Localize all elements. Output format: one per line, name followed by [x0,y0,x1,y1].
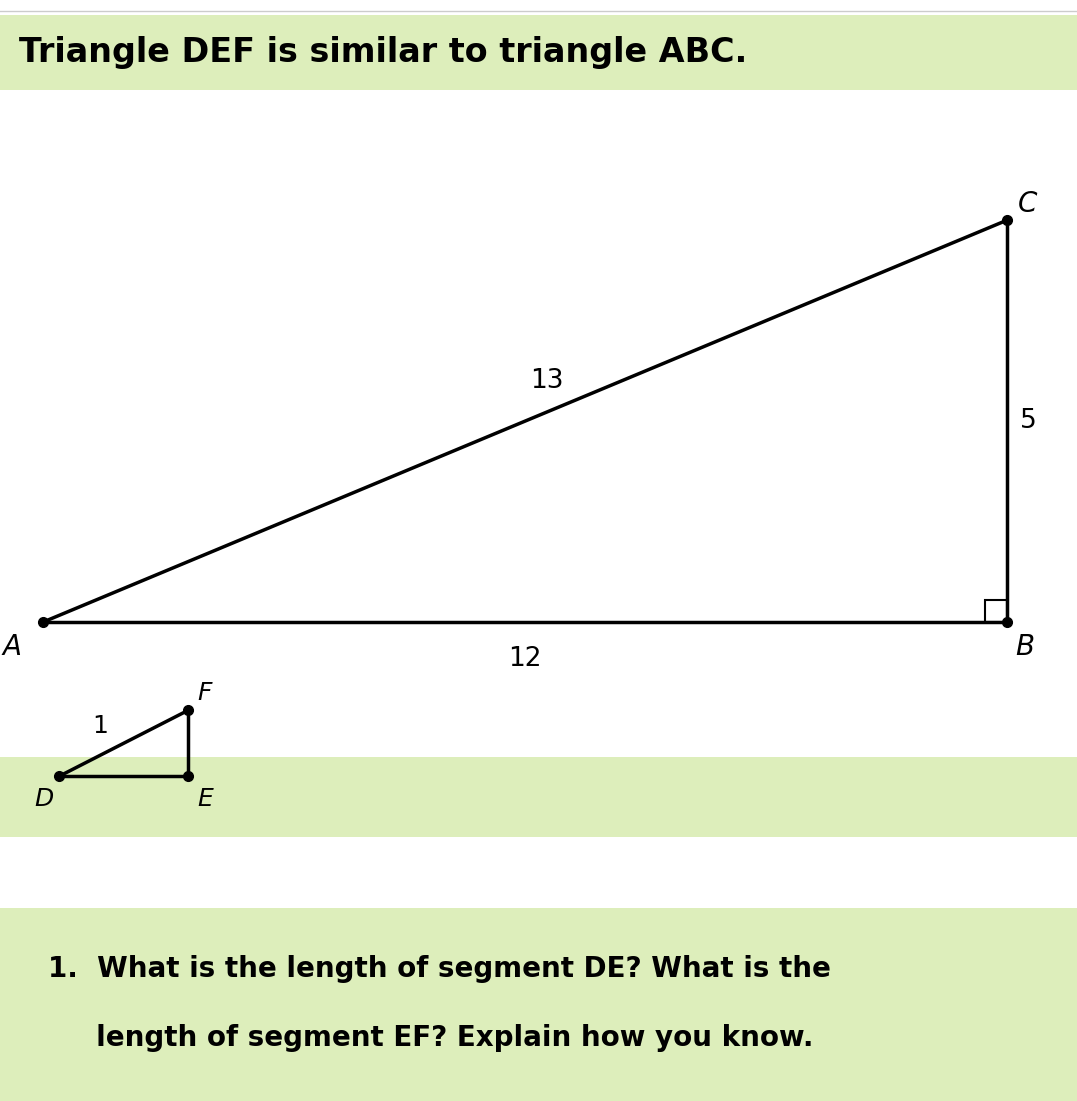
Text: Triangle DEF is similar to triangle ABC.: Triangle DEF is similar to triangle ABC. [19,36,747,69]
Text: length of segment EF? Explain how you know.: length of segment EF? Explain how you kn… [48,1024,814,1051]
Text: 13: 13 [530,368,563,394]
Text: 5: 5 [1020,408,1037,434]
Text: D: D [34,787,54,811]
Text: F: F [197,680,211,705]
Text: C: C [1018,190,1037,218]
Bar [985,600,1007,622]
Text: B: B [1016,633,1035,661]
Text: E: E [197,787,213,811]
Text: A: A [2,633,22,661]
Bar [0,908,1077,1101]
Text: 1: 1 [93,713,108,738]
Text: 1.  What is the length of segment DE? What is the: 1. What is the length of segment DE? Wha… [48,956,831,983]
Text: 12: 12 [508,646,542,673]
Bar [0,15,1077,90]
Bar [0,757,1077,837]
